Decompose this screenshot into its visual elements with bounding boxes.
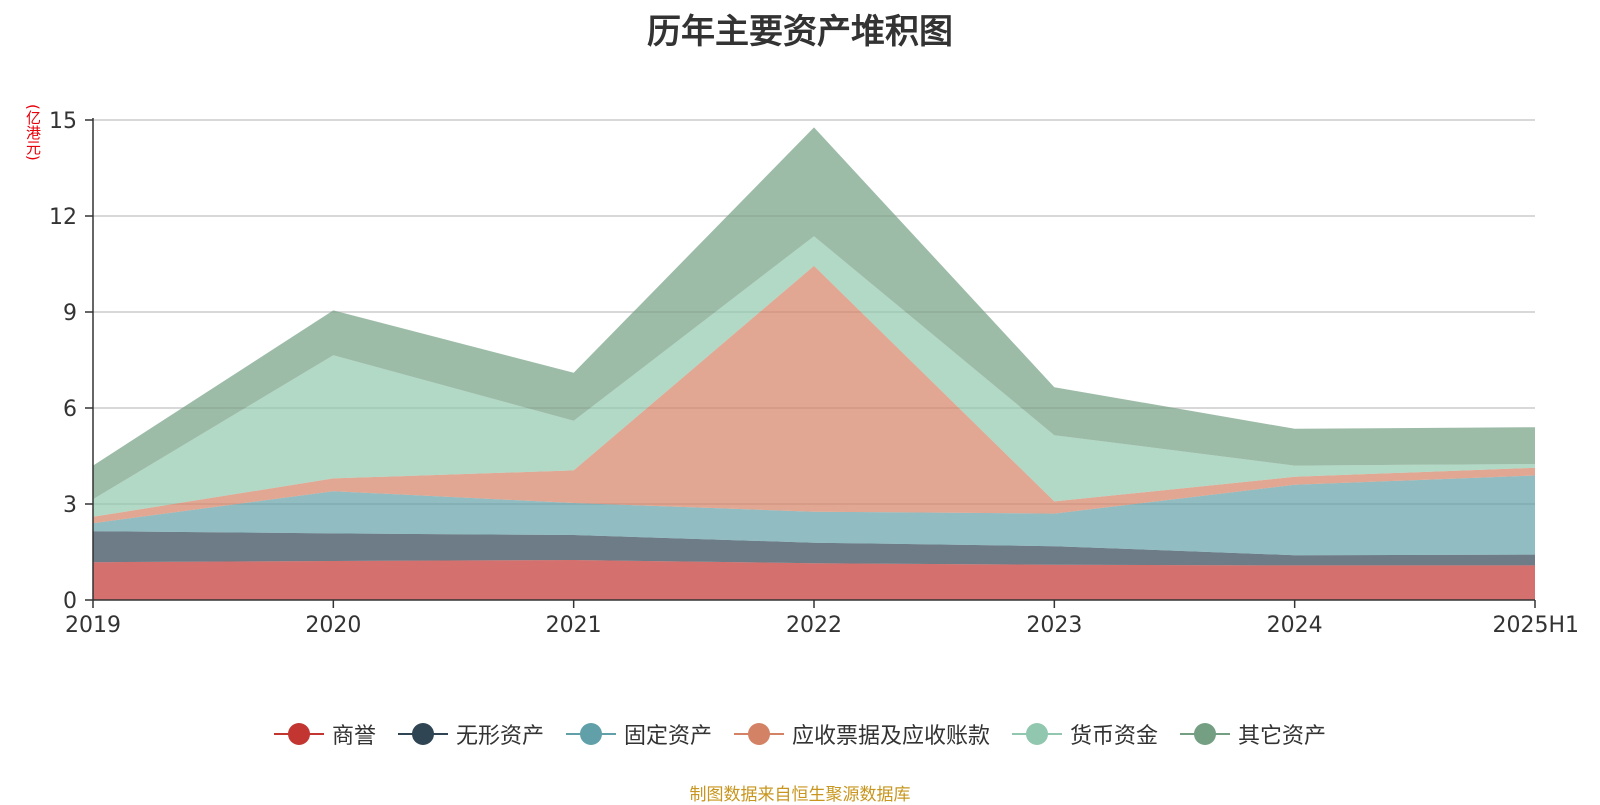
y-tick-label: 12 [49, 205, 77, 230]
legend-marker-icon [734, 722, 784, 746]
x-tick-label: 2020 [305, 613, 361, 638]
legend-label: 应收票据及应收账款 [792, 724, 991, 749]
legend-label: 无形资产 [455, 724, 544, 749]
legend-marker-icon [1012, 722, 1063, 746]
legend-item[interactable]: 应收票据及应收账款 [734, 718, 990, 750]
x-tick-label: 2024 [1267, 613, 1323, 638]
x-tick-label: 2023 [1026, 613, 1082, 638]
legend-marker-icon [273, 722, 324, 746]
axes: 0 3 6 9 12 15 2019 2020 2021 2022 2023 2024 2025H1 [49, 109, 1579, 638]
legend-label: 固定资产 [623, 724, 712, 749]
area-series-3 [93, 265, 1535, 524]
area-series-5 [93, 127, 1535, 500]
area-series-4 [93, 236, 1535, 517]
legend-marker-icon [397, 722, 448, 746]
legend-label: 其它资产 [1238, 724, 1327, 749]
legend-item[interactable]: 商誉 [273, 718, 376, 750]
chart-title: 历年主要资产堆积图 [647, 12, 953, 52]
y-tick-label: 15 [49, 109, 77, 134]
legend-label: 商誉 [331, 724, 376, 749]
legend-item[interactable]: 固定资产 [565, 718, 712, 750]
x-tick-label: 2025H1 [1492, 613, 1579, 638]
legend-marker-icon [1180, 722, 1231, 746]
x-tick-label: 2021 [546, 613, 602, 638]
y-tick-label: 0 [63, 589, 77, 614]
x-tick-label: 2019 [65, 613, 121, 638]
x-tick-label: 2022 [786, 613, 842, 638]
legend-item[interactable]: 其它资产 [1180, 718, 1326, 750]
legend-label: 货币资金 [1070, 724, 1159, 749]
y-tick-label: 9 [63, 301, 77, 326]
legend-item[interactable]: 无形资产 [397, 718, 544, 750]
y-tick-label: 6 [63, 397, 77, 422]
y-axis-unit-label: (亿港元) [24, 104, 42, 161]
area-series-1 [93, 531, 1535, 566]
y-tick-label: 3 [63, 493, 77, 518]
stacked-areas [93, 127, 1535, 600]
legend: 商誉 无形资产 固定资产 应收票据及应收账款 货币资金 其它资产 [0, 718, 1600, 750]
area-series-2 [93, 475, 1535, 556]
area-series-0 [93, 560, 1535, 600]
legend-marker-icon [565, 722, 616, 746]
legend-item[interactable]: 货币资金 [1012, 718, 1158, 750]
source-note: 制图数据来自恒生聚源数据库 [689, 785, 911, 805]
